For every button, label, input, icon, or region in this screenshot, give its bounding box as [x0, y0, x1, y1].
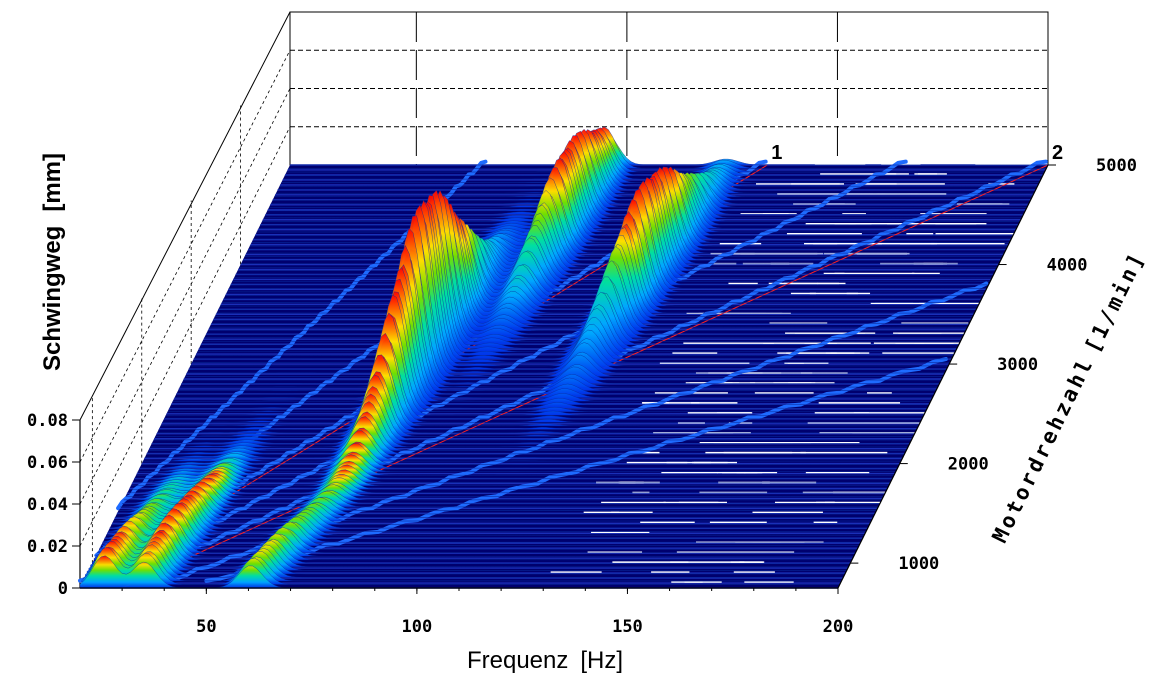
y-tick-label: 1000 [898, 554, 939, 574]
z-axis-title: Schwingweg[mm] [39, 153, 66, 371]
ridge-slice [146, 416, 905, 455]
back-walls [79, 11, 1049, 588]
y-tick-label: 4000 [1047, 256, 1088, 276]
ridge-slice [192, 199, 950, 363]
side-grid-line [79, 126, 291, 547]
ridge-slice [186, 231, 945, 374]
ridge-slice [167, 314, 926, 412]
order-label: 1 [771, 142, 782, 164]
ridge-slice [181, 227, 940, 384]
ridge-slice [165, 312, 924, 416]
y-tick-label: 3000 [997, 355, 1038, 375]
ridge-slice [85, 540, 844, 578]
ridge-slice [143, 430, 901, 462]
ridge-slice [188, 204, 947, 370]
y-axis-title: Motordrehzahl[1/min] [988, 247, 1150, 546]
ridge-slice [164, 337, 922, 419]
ridge-slice [158, 354, 917, 430]
x-tick-label: 150 [612, 617, 643, 637]
ridge-slice [150, 401, 908, 448]
ridge-slice [290, 133, 1048, 166]
x-tick-label: 50 [196, 617, 216, 637]
z-tick-label: 0.02 [27, 537, 68, 557]
ridge-slice [86, 539, 845, 575]
ridge-slice [171, 291, 929, 405]
order-label: 2 [1052, 142, 1063, 164]
y-tick-label: 5000 [1096, 156, 1137, 176]
order-line [99, 159, 908, 583]
x-tick-label: 100 [402, 617, 433, 637]
axes: 50 100 150 200 1000 2000 3000 4000 5000 0 0.02 0.04… [27, 156, 1137, 637]
ridge-slice [193, 201, 952, 360]
x-axis-title: Frequenz [Hz] [467, 647, 623, 674]
ridge-slice [178, 245, 936, 391]
ridge-slice [183, 248, 942, 381]
x-tick-label: 200 [823, 617, 854, 637]
ridge-slice [157, 371, 915, 434]
z-tick-label: 0.08 [27, 411, 68, 431]
ridge-slice [151, 393, 910, 444]
ridge-slice [172, 278, 931, 402]
side-grid-line [79, 50, 291, 463]
ridge-slice [176, 264, 935, 395]
y-tick-label: 2000 [948, 455, 989, 475]
ridge-slice [160, 356, 919, 427]
ridge-slice [190, 213, 949, 367]
ridge-slice [148, 411, 907, 451]
y-axis-line [837, 164, 1049, 589]
ridge-slice [169, 294, 928, 409]
ridge-slice [155, 374, 914, 437]
ridge-slice [83, 546, 842, 582]
order-line [204, 357, 948, 583]
ridge-slice [179, 254, 938, 388]
z-tick-label: 0.06 [27, 453, 68, 473]
ridge-slice [185, 215, 943, 377]
ridge-slice [153, 386, 912, 441]
ridge-slice [197, 194, 956, 353]
ridge-slice [162, 332, 921, 423]
ridge-slice [174, 267, 933, 398]
spectrum-ridges [79, 126, 1048, 589]
ridge-slice [144, 427, 903, 458]
ridge-slice [195, 201, 954, 356]
z-tick-label: 0 [58, 579, 68, 599]
side-wall-edge [79, 11, 291, 421]
z-tick-label: 0.04 [27, 495, 68, 515]
